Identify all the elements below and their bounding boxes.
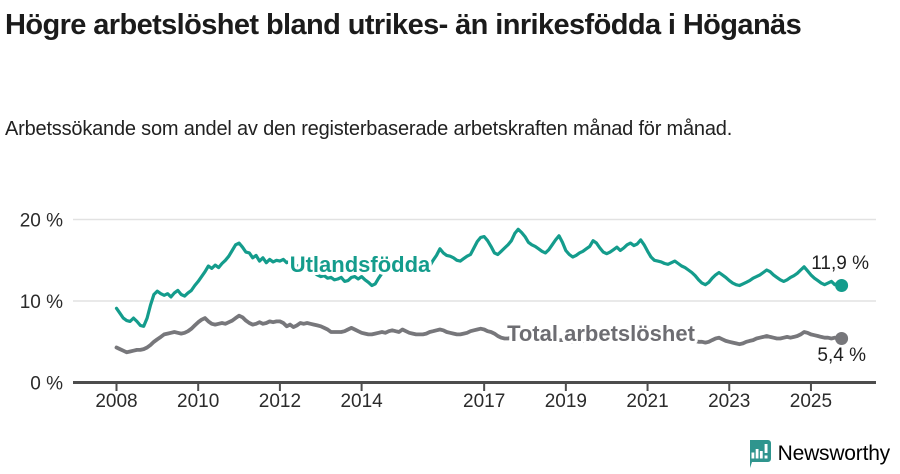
x-tick-label: 2017 xyxy=(463,391,505,412)
y-axis-labels: 0 % 10 % 20 % xyxy=(20,211,63,395)
series-line-total xyxy=(114,313,844,355)
y-tick-label: 10 % xyxy=(20,292,63,313)
series-line-utlandsfodda xyxy=(114,227,844,328)
newsworthy-logo: Newsworthy xyxy=(746,439,890,469)
x-axis xyxy=(73,381,876,391)
series-endpoint-utlandsfodda xyxy=(835,279,849,292)
x-tick-label: 2014 xyxy=(340,391,383,412)
series-lines xyxy=(114,227,849,355)
end-value-label-utlandsfodda: 11,9 % xyxy=(811,253,869,274)
x-tick-label: 2012 xyxy=(259,391,301,412)
newsworthy-logo-text: Newsworthy xyxy=(777,442,891,465)
x-tick-label: 2008 xyxy=(95,391,137,412)
x-tick-label: 2019 xyxy=(545,391,587,412)
end-value-label-total: 5,4 % xyxy=(817,345,866,366)
x-tick-label: 2010 xyxy=(177,391,219,412)
series-label-utlandsfodda: Utlandsfödda xyxy=(290,252,431,277)
x-tick-label: 2021 xyxy=(626,391,668,412)
y-tick-label: 20 % xyxy=(20,211,63,232)
newsworthy-logo-icon xyxy=(749,440,771,468)
page-subtitle: Arbetssökande som andel av den registerb… xyxy=(5,118,733,140)
series-endpoint-total xyxy=(835,332,849,345)
y-tick-label: 0 % xyxy=(30,374,63,395)
gridlines xyxy=(73,218,876,302)
x-tick-label: 2023 xyxy=(708,391,750,412)
x-axis-labels: 2008 2010 2012 2014 2017 2019 2021 2023 2025 xyxy=(95,391,832,412)
x-tick-label: 2025 xyxy=(790,391,832,412)
series-label-total: Total arbetslöshet xyxy=(507,321,696,346)
page-title: Högre arbetslöshet bland utrikes- än inr… xyxy=(5,9,802,41)
